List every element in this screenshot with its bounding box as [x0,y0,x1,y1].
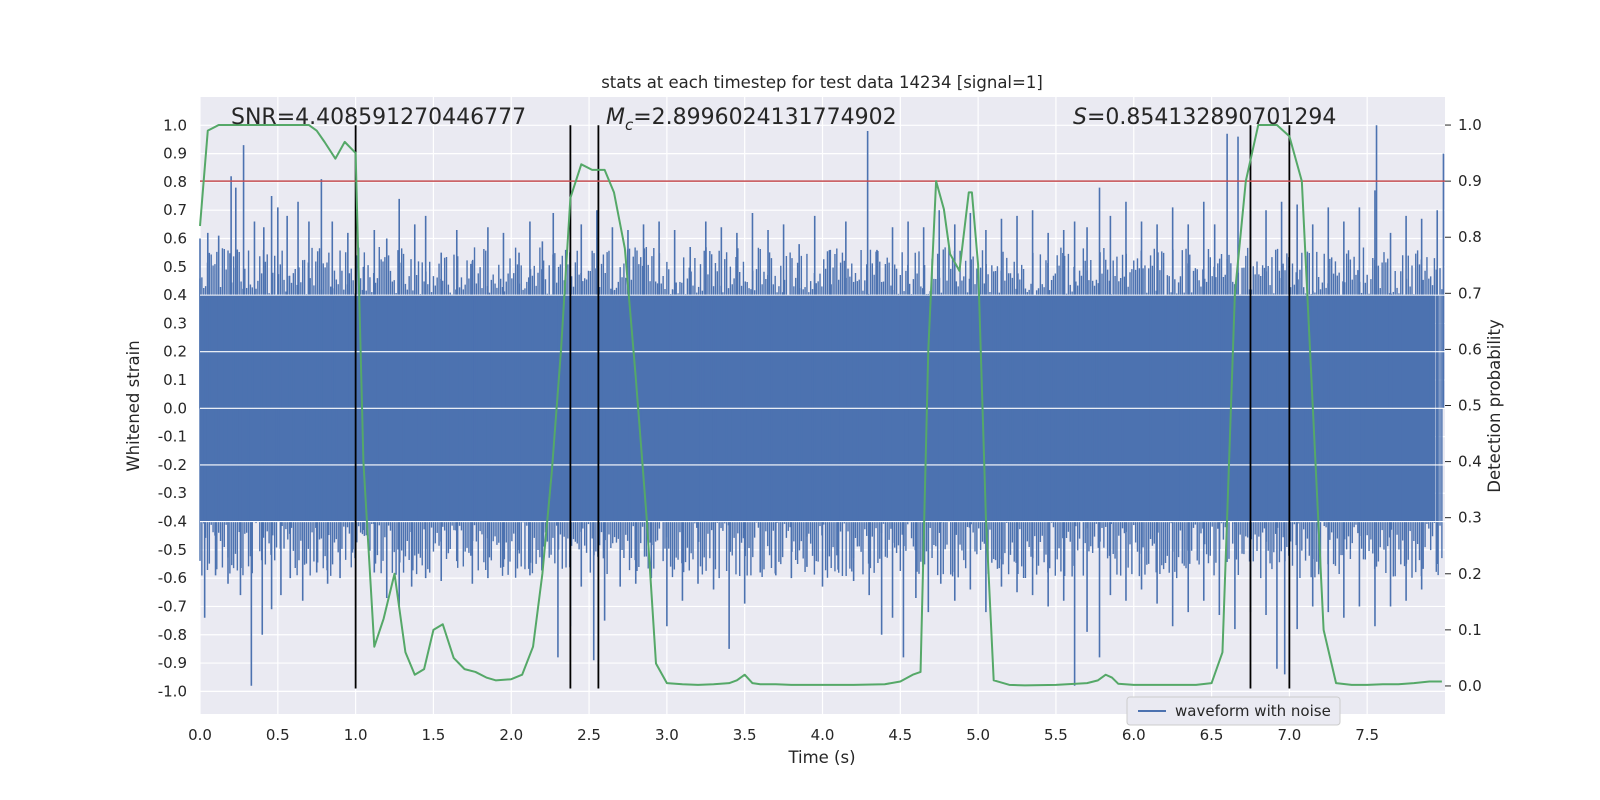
x-tick-label: 6.0 [1122,726,1146,744]
chirp-mass-subscript: c [625,116,634,134]
y2-tick-label: 0.8 [1458,228,1482,246]
y-tick-label: -0.6 [158,569,187,587]
chirp-mass-symbol: M [606,105,625,130]
y-tick-label: -0.8 [158,626,187,644]
y2-ticks: 0.0 0.1 0.2 0.3 0.4 0.5 0.6 0.7 0.8 0.9 1.0 [1445,116,1482,695]
y-tick-label: 0.1 [163,371,187,389]
y-tick-label: -0.7 [158,597,187,615]
chirp-mass-annotation: Mc=2.8996024131774902 [606,105,897,134]
y2-tick-label: 0.4 [1458,453,1482,471]
probability-line [199,124,1442,687]
legend-label: waveform with noise [1175,702,1331,720]
y2-tick-label: 1.0 [1458,116,1482,134]
y-ticks: -1.0 -0.9 -0.8 -0.7 -0.6 -0.5 -0.4 -0.3 -0.2 -0.1… [158,116,187,700]
s-annotation: S=0.854132890701294 [1073,105,1336,130]
s-value: =0.854132890701294 [1087,105,1336,130]
legend: waveform with noise [1126,696,1341,726]
x-tick-label: 4.0 [811,726,835,744]
x-ticks: 0.0 0.5 1.0 1.5 2.0 2.5 3.0 3.5 4.0 4.5 5.0 5.5 6.0 6… [188,726,1379,744]
y-tick-label: 0.5 [163,258,187,276]
y-tick-label: 0.0 [163,399,187,417]
vertical-markers [354,125,1291,689]
y-tick-label: -1.0 [158,682,187,700]
y2-tick-label: 0.6 [1458,340,1482,358]
y2-tick-label: 0.2 [1458,565,1482,583]
y-tick-label: -0.1 [158,428,187,446]
x-tick-label: 0.0 [188,726,212,744]
y2-tick-label: 0.9 [1458,172,1482,190]
x-tick-label: 7.0 [1277,726,1301,744]
x-tick-label: 0.5 [266,726,290,744]
x-tick-label: 2.5 [577,726,601,744]
x-tick-label: 1.5 [422,726,446,744]
x-tick-label: 6.5 [1200,726,1224,744]
s-symbol: S [1073,105,1087,130]
y-tick-label: -0.5 [158,541,187,559]
y-tick-label: -0.2 [158,456,187,474]
x-tick-label: 3.5 [733,726,757,744]
y-tick-label: -0.4 [158,513,187,531]
x-tick-label: 3.0 [655,726,679,744]
y-tick-label: 0.2 [163,343,187,361]
y2-tick-label: 0.7 [1458,284,1482,302]
y2-tick-label: 0.3 [1458,509,1482,527]
probability-series [199,124,1442,687]
y2-tick-label: 0.5 [1458,397,1482,415]
y-tick-label: 0.6 [163,230,187,248]
chirp-mass-value: =2.8996024131774902 [633,105,896,130]
y-tick-label: -0.3 [158,484,187,502]
x-tick-label: 5.0 [966,726,990,744]
y-tick-label: -0.9 [158,654,187,672]
y-tick-label: 0.3 [163,314,187,332]
y-tick-label: 1.0 [163,116,187,134]
y-tick-label: 0.8 [163,173,187,191]
y2-tick-label: 0.1 [1458,621,1482,639]
y-axis-label: Whitened strain [124,340,143,471]
x-tick-label: 5.5 [1044,726,1068,744]
x-tick-label: 1.0 [344,726,368,744]
y-tick-label: 0.4 [163,286,187,304]
y-tick-label: 0.7 [163,201,187,219]
x-tick-label: 2.0 [499,726,523,744]
legend-box [1126,696,1341,726]
y2-tick-label: 0.0 [1458,677,1482,695]
y-tick-label: 0.9 [163,145,187,163]
x-axis-label: Time (s) [787,748,855,767]
snr-annotation: SNR=4.408591270446777 [231,105,526,130]
y2-axis-label: Detection probability [1485,319,1504,493]
x-tick-label: 4.5 [888,726,912,744]
chart-title: stats at each timestep for test data 142… [601,73,1043,92]
x-tick-label: 7.5 [1355,726,1379,744]
waveform-series [199,125,1445,686]
